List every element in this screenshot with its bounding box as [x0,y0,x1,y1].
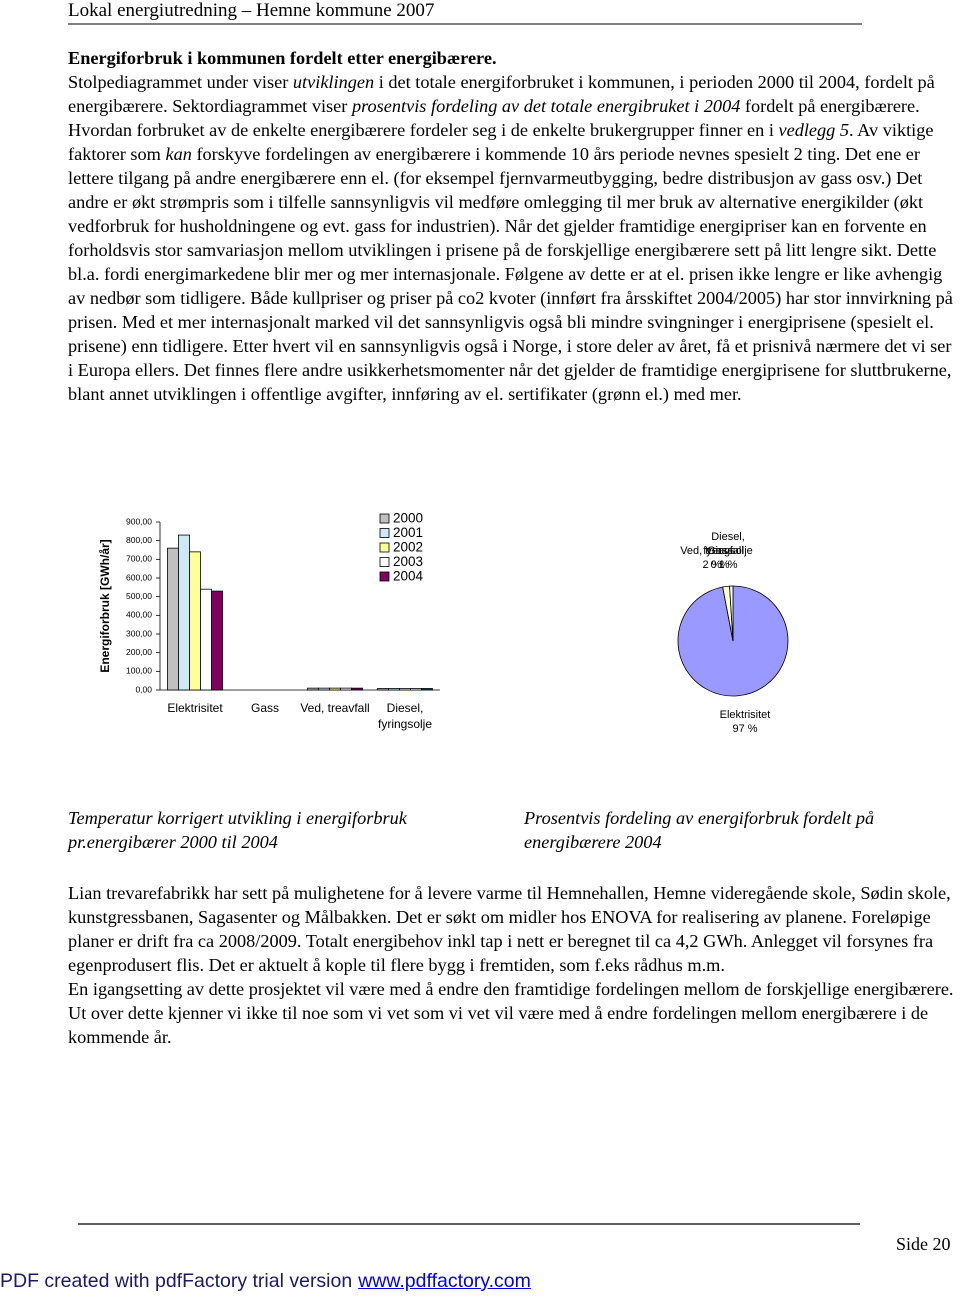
legend-swatch [379,528,390,538]
legend-swatch [379,557,390,567]
legend-label: 2001 [393,525,423,540]
chart-caption: Prosentvis fordeling av energiforbruk fo… [524,808,875,852]
bar [421,688,433,691]
chart-caption: Temperatur korrigert utvikling i energif… [68,808,407,852]
slice-name: Elektrisitet [719,709,771,721]
text-run: i det totale energiforbruket i kommunen,… [68,72,935,116]
text-run: Stolpediagrammet under viser [68,72,293,92]
x-tick-label: Ved, treavfall [300,701,370,715]
bar [200,588,212,691]
y-tick-label: 700,00 [126,554,152,564]
emphasis: utviklingen [292,72,375,92]
x-tick-label: Gass [250,701,279,715]
bar [329,687,341,691]
bar [377,688,389,691]
y-tick-label: 0,00 [135,684,152,694]
legend-label: 2004 [393,569,424,584]
slice-value: 1 % [718,559,738,571]
paragraph: Lian trevarefabrikk har sett på mulighet… [68,883,951,975]
y-tick-label: 900,00 [126,516,152,526]
y-tick-label: 600,00 [126,572,152,582]
emphasis: prosentvis fordeling av det totale energ… [351,96,741,116]
legend-swatch [379,542,390,553]
slice-label: Ved, treavfall 2 % [679,544,745,572]
intro-paragraph: Stolpediagrammet under viser utviklingen… [68,70,953,406]
notice-link[interactable]: www.pdffactory.com [358,1270,531,1292]
slice-label: Gass 0 % [687,544,753,572]
emphasis: vedlegg 5 [778,120,850,140]
pie-slice [729,585,734,642]
bar [307,687,319,691]
slice-label: Elektrisitet 97 % [712,708,778,736]
bar [211,590,223,691]
slice-name: Gass [707,545,733,557]
legend-swatch [379,513,390,524]
bar [351,687,363,691]
slice-name: Diesel, fyringsolje [703,531,753,557]
bar [340,687,352,691]
paragraph: En igangsetting av dette prosjektet vil … [68,979,954,1047]
legend-label: 2003 [393,554,423,569]
y-tick-label: 400,00 [126,610,152,620]
bar [388,688,400,691]
slice-label: Diesel, fyringsolje 1 % [695,530,761,572]
emphasis: kan [165,144,192,164]
slice-value: 0 % [710,559,730,571]
slice-name: Ved, treavfall [680,545,744,557]
y-tick-label: 300,00 [126,628,152,638]
pdf-notice: PDF created with pdfFactory trial versio… [0,1270,531,1293]
y-tick-label: 100,00 [126,666,152,676]
legend-label: 2000 [393,511,423,526]
x-tick-label: Diesel, fyringsolje [377,701,433,731]
x-tick-label: Elektrisitet [167,701,223,715]
bar [399,688,411,691]
y-tick-label: 500,00 [126,591,152,601]
legend-label: 2002 [393,540,423,555]
y-tick-label: 800,00 [126,535,152,545]
header-title: Lokal energiutredning – Hemne kommune 20… [68,0,435,21]
bar [189,551,201,691]
section-title: Energiforbruk i kommunen fordelt etter e… [68,48,497,68]
bar [178,534,190,691]
text-run: . Av viktige faktorer som [68,120,934,164]
slice-value: 2 % [702,559,722,571]
legend-swatch [379,571,390,582]
notice-text: PDF created with pdfFactory trial versio… [0,1270,353,1292]
body-text: Lian trevarefabrikk har sett på mulighet… [68,881,960,1049]
text-run: fordelt på energibærere. Hvordan forbruk… [68,96,920,140]
bar [167,547,179,691]
y-tick-label: 200,00 [126,647,152,657]
slice-value: 97 % [732,723,758,735]
page-number: Side 20 [896,1234,951,1254]
y-axis-label: Energiforbruk [GWh/år] [98,539,112,672]
bar [318,687,330,691]
text-run: forskyve fordelingen av energibærere i k… [68,144,953,404]
bar [410,688,422,691]
